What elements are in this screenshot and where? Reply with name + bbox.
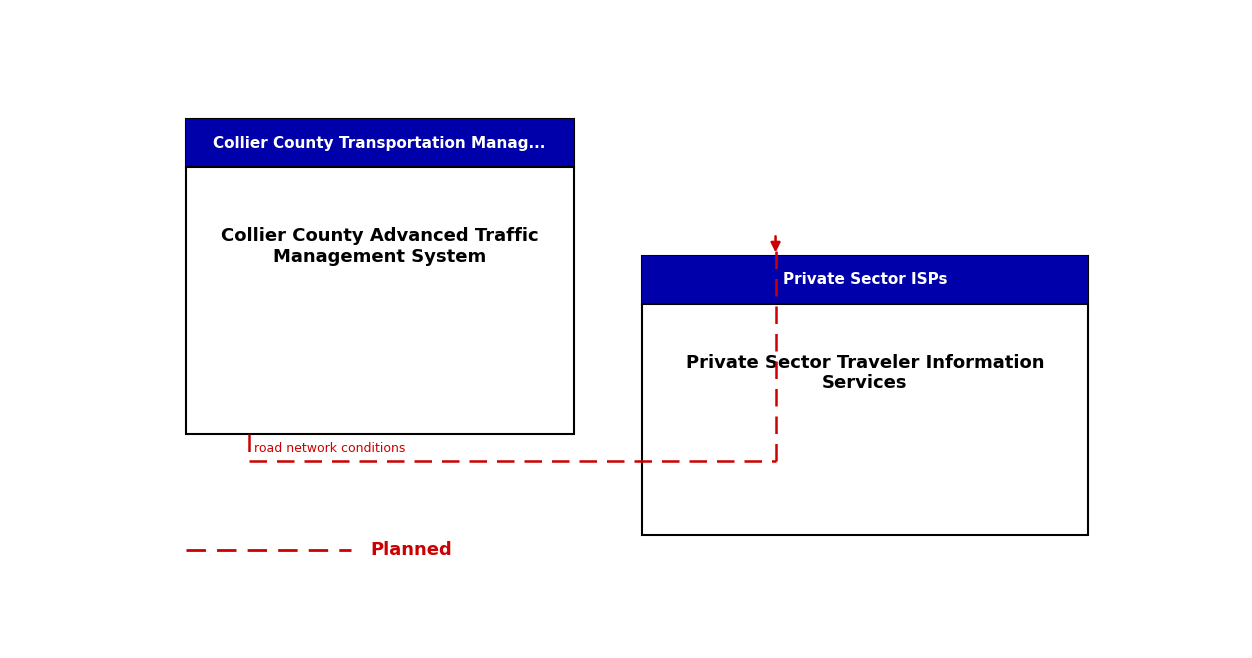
Text: Collier County Transportation Manag...: Collier County Transportation Manag... xyxy=(214,136,546,151)
Bar xyxy=(185,120,573,166)
Text: Private Sector Traveler Information
Services: Private Sector Traveler Information Serv… xyxy=(686,353,1044,392)
Text: Collier County Advanced Traffic
Management System: Collier County Advanced Traffic Manageme… xyxy=(220,227,538,266)
Bar xyxy=(641,257,1088,303)
Bar xyxy=(641,256,1088,535)
Text: road network conditions: road network conditions xyxy=(253,442,404,455)
Text: Planned: Planned xyxy=(371,541,452,559)
Bar xyxy=(185,120,573,434)
Text: Private Sector ISPs: Private Sector ISPs xyxy=(782,272,947,288)
